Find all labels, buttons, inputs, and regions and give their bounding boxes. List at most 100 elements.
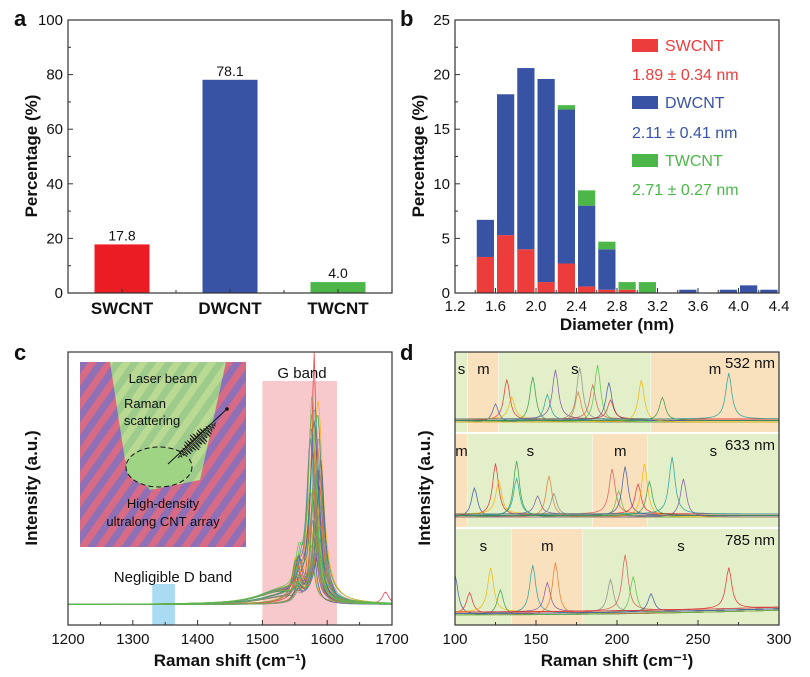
y-tick-label: 20 [433, 67, 450, 84]
y-tick-label: 100 [38, 12, 63, 29]
rbm-spectrum-line [455, 396, 779, 421]
panel-c-ylabel: Intensity (a.u.) [22, 430, 41, 545]
bar-twcnt [310, 282, 366, 293]
bar-segment-twcnt [638, 282, 656, 293]
x-tick-label: 1700 [375, 631, 408, 648]
panel-d: s m s m 532 nmm s m s 633 nms m s 785 nm 100 150 200 2… [415, 351, 792, 670]
x-tick-label: 250 [685, 631, 710, 648]
panel-c: Laser beam Raman scattering High-density… [22, 351, 409, 670]
panel-b-frame [454, 19, 780, 294]
region-label-s: s [677, 538, 685, 555]
wavelength-label: 532 nm [725, 355, 775, 372]
region-label-s: s [571, 361, 579, 378]
x-tick-label: 1600 [311, 631, 344, 648]
panel-letter-b: b [400, 6, 413, 31]
region-label-m: m [614, 443, 627, 460]
x-tick-label: 1300 [116, 631, 149, 648]
bar-segment-dwcnt [557, 109, 575, 264]
x-tick-label: 1500 [246, 631, 279, 648]
region-label-s: s [480, 538, 488, 555]
legend-swatch-twcnt [632, 154, 658, 167]
wavelength-label: 633 nm [725, 437, 775, 454]
y-tick-label: 0 [55, 285, 63, 302]
legend-swatch-dwcnt [632, 96, 658, 109]
scattering-arrow-line [167, 407, 229, 465]
rbm-spectrum-line [455, 479, 779, 516]
x-tick-label-swcnt: SWCNT [91, 299, 154, 318]
bar-segment-swcnt [517, 249, 535, 293]
x-tick-label: 1200 [51, 631, 84, 648]
rbm-spectrum-line [455, 379, 779, 423]
region-label-s: s [527, 443, 535, 460]
x-tick-label: 4.4 [769, 298, 790, 315]
panel-d-xlabel: Raman shift (cm⁻¹) [541, 651, 694, 670]
bar-segment-swcnt [497, 235, 515, 293]
panel-b-legend: SWCNT 1.89 ± 0.34 nm DWCNT 2.11 ± 0.41 n… [632, 38, 739, 199]
region-s [467, 434, 593, 527]
bar-segment-twcnt [578, 190, 596, 206]
bar-segment-swcnt [578, 286, 596, 293]
bar-segment-swcnt [618, 289, 636, 293]
raman-scattering-wave-icon [177, 422, 217, 459]
panel-a: 17.878.14.0 SWCNT DWCNT TWCNT020406080100 … [22, 12, 393, 318]
y-tick-label: 60 [46, 121, 63, 138]
region-label-m: m [477, 361, 490, 378]
bar-segment-dwcnt [719, 289, 737, 293]
x-tick-label: 1.2 [445, 298, 466, 315]
panel-b: 1.2 1.6 2.0 2.4 2.8 3.2 3.6 4.0 4.4 0 5 10 15 20 25 Pe… [409, 12, 789, 334]
bar-segment-dwcnt [537, 78, 555, 283]
g-band-label: G band [277, 365, 326, 382]
legend-label-dwcnt: DWCNT [665, 95, 725, 112]
bar-segment-dwcnt [679, 289, 697, 293]
x-tick-label: 100 [442, 631, 467, 648]
bar-segment-twcnt [557, 105, 575, 110]
panel-c-xlabel: Raman shift (cm⁻¹) [154, 651, 307, 670]
panel-a-frame [67, 19, 393, 294]
region-label-s: s [458, 361, 466, 378]
region-label-m: m [455, 443, 468, 460]
x-tick-label-dwcnt: DWCNT [198, 299, 262, 318]
panel-b-xlabel: Diameter (nm) [560, 315, 674, 334]
panel-c-frame [67, 351, 393, 626]
region-s [455, 352, 468, 432]
rbm-spectrum-line [455, 456, 779, 515]
region-s [647, 434, 779, 527]
panel-letter-d: d [400, 340, 413, 365]
y-tick-label: 25 [433, 12, 450, 29]
x-tick-label: 300 [766, 631, 791, 648]
bar-segment-dwcnt [740, 285, 758, 293]
data-label-swcnt: 17.8 [108, 227, 135, 243]
y-tick-label: 20 [46, 230, 63, 247]
bar-segment-dwcnt [517, 68, 535, 250]
inset-label-high-density: High-density [127, 496, 200, 511]
scattering-arrow-head-icon [225, 407, 229, 411]
inset-label-raman: Raman [124, 396, 166, 411]
wavelength-label: 785 nm [725, 532, 775, 549]
data-label-twcnt: 4.0 [328, 265, 348, 281]
y-tick-label: 5 [442, 230, 450, 247]
x-tick-label: 4.0 [728, 298, 749, 315]
panel-a-ylabel: Percentage (%) [22, 95, 41, 218]
region-m [455, 434, 468, 527]
raman-spectrum-line [68, 459, 392, 605]
inset-label-cnt-array: ultralong CNT array [106, 514, 220, 529]
bar-segment-swcnt [598, 289, 616, 293]
panel-letter-c: c [14, 340, 26, 365]
legend-label-twcnt: TWCNT [665, 153, 723, 170]
region-label-m: m [709, 361, 722, 378]
x-tick-label: 2.4 [566, 298, 587, 315]
bar-segment-dwcnt [497, 94, 515, 236]
d-band-label: Negligible D band [114, 569, 232, 586]
bar-segment-twcnt [618, 282, 636, 290]
bar-segment-dwcnt [578, 205, 596, 287]
subpanel-separator [455, 432, 779, 434]
y-tick-label: 15 [433, 121, 450, 138]
panel-d-frame [454, 351, 780, 626]
x-tick-label-twcnt: TWCNT [307, 299, 369, 318]
x-tick-label: 3.2 [647, 298, 668, 315]
y-tick-label: 40 [46, 176, 63, 193]
inset-label-scattering: scattering [124, 413, 180, 428]
x-tick-label: 200 [604, 631, 629, 648]
bar-segment-dwcnt [598, 249, 616, 290]
